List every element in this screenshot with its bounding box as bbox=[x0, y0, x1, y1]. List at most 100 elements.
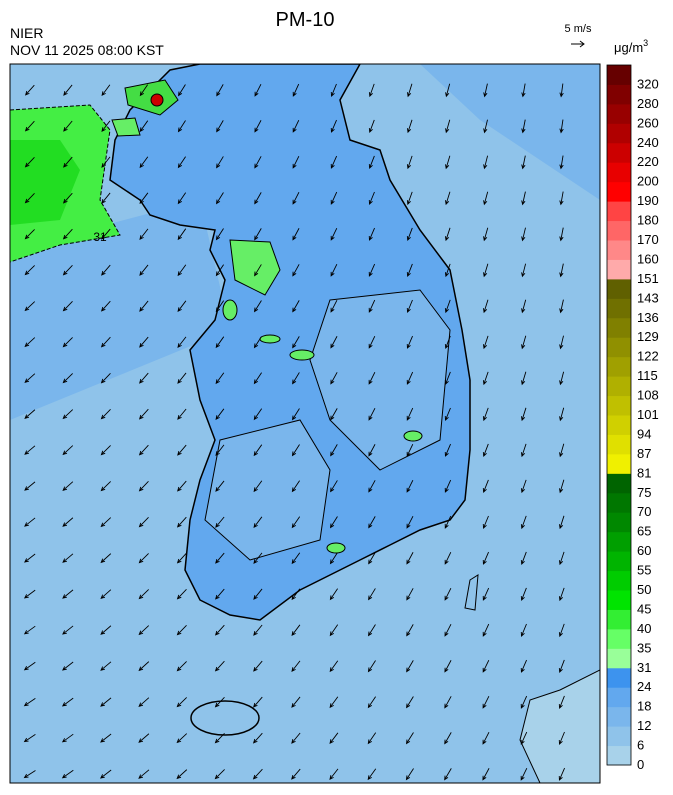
wind-arrow bbox=[444, 660, 452, 673]
map: 31 bbox=[9, 63, 601, 784]
wind-arrow bbox=[558, 695, 565, 709]
wind-arrow bbox=[291, 660, 301, 672]
wind-arrow bbox=[24, 120, 35, 132]
colorbar-tick-label: 70 bbox=[637, 504, 651, 519]
wind-arrow bbox=[62, 553, 74, 563]
jeju bbox=[190, 700, 260, 736]
wind-arrow bbox=[138, 625, 150, 636]
colorbar-tick-label: 200 bbox=[637, 174, 659, 189]
wind-arrow bbox=[483, 299, 489, 314]
wind-arrow bbox=[62, 661, 74, 671]
wind-arrow bbox=[329, 588, 338, 601]
wind-arrow bbox=[521, 119, 526, 134]
wind-arrow bbox=[368, 119, 375, 134]
wind-arrow bbox=[559, 515, 565, 530]
wind-arrow bbox=[177, 372, 187, 384]
wind-arrow bbox=[216, 156, 224, 169]
wind-arrow bbox=[520, 479, 527, 494]
colorbar-segment bbox=[607, 240, 631, 260]
wind-arrow bbox=[24, 265, 35, 276]
wind-arrow bbox=[444, 407, 451, 421]
wind-arrow bbox=[176, 588, 187, 600]
wind-arrow bbox=[62, 445, 74, 456]
wind-arrow bbox=[177, 444, 187, 456]
wind-arrow bbox=[444, 263, 451, 278]
wind-arrow bbox=[368, 299, 376, 313]
colorbar-segment bbox=[607, 162, 631, 183]
wind-arrow bbox=[559, 335, 564, 350]
wind-arrow bbox=[177, 228, 187, 241]
colorbar-tick-label: 81 bbox=[637, 465, 651, 480]
colorbar: 0 6 12 18 24 31 35 40 45 50 55 60 65 70 75 81 87 94 101 108… bbox=[606, 64, 659, 772]
colorbar-tick-label: 35 bbox=[637, 640, 651, 655]
wind-arrow bbox=[406, 552, 414, 565]
colorbar-tick-label: 260 bbox=[637, 115, 659, 130]
high-zone bbox=[259, 334, 281, 344]
wind-arrow bbox=[176, 661, 187, 672]
colorbar-segment bbox=[607, 453, 631, 474]
colorbar-tick-label: 55 bbox=[637, 563, 651, 578]
wind-arrow bbox=[559, 191, 564, 206]
wind-arrow bbox=[520, 767, 528, 781]
wind-arrow bbox=[63, 120, 73, 132]
wind-arrow bbox=[521, 191, 526, 206]
colorbar-tick-label: 151 bbox=[637, 271, 659, 286]
wind-arrow bbox=[558, 767, 565, 781]
wind-arrow bbox=[520, 731, 528, 745]
wind-arrow bbox=[368, 335, 376, 349]
wind-arrow bbox=[558, 551, 565, 566]
wind-arrow bbox=[444, 371, 451, 386]
wind-arrow bbox=[368, 227, 375, 241]
wind-arrow bbox=[445, 155, 451, 170]
wind-arrow bbox=[24, 481, 36, 491]
province bbox=[309, 289, 451, 471]
wind-arrow bbox=[520, 587, 527, 602]
contour-label: 31 bbox=[93, 230, 107, 244]
wind-arrow bbox=[406, 119, 413, 134]
wind-arrow bbox=[444, 227, 451, 242]
wind-arrow bbox=[330, 408, 338, 421]
wind-arrow bbox=[405, 732, 414, 745]
colorbar-tick-label: 160 bbox=[637, 251, 659, 266]
wind-arrow bbox=[559, 407, 565, 422]
wind-arrow bbox=[100, 553, 112, 564]
wind-arrow bbox=[100, 697, 112, 707]
wind-arrow bbox=[406, 191, 413, 206]
colorbar-segment bbox=[607, 298, 631, 319]
colorbar-frame bbox=[606, 64, 632, 766]
colorbar-tick-label: 87 bbox=[637, 446, 651, 461]
colorbar-segment bbox=[607, 278, 631, 299]
colorbar-segment bbox=[607, 65, 631, 85]
wind-arrow bbox=[24, 517, 36, 527]
wind-arrow bbox=[291, 480, 300, 493]
wind-arrow bbox=[291, 768, 301, 780]
wind-arrow bbox=[139, 156, 149, 169]
colorbar-tick-label: 143 bbox=[637, 290, 659, 305]
wind-arrow bbox=[329, 696, 339, 709]
wind-arrow bbox=[139, 120, 149, 133]
colorbar-segment bbox=[607, 628, 631, 649]
wind-arrow bbox=[368, 408, 376, 421]
wind-arrow bbox=[253, 516, 263, 529]
wind-arrow bbox=[330, 191, 338, 205]
wind-arrow bbox=[520, 515, 527, 530]
colorbar-segment bbox=[607, 492, 631, 513]
wind-arrow bbox=[292, 372, 300, 385]
wind-arrow bbox=[176, 697, 187, 708]
wind-arrow bbox=[139, 336, 149, 348]
wind-arrow bbox=[139, 264, 149, 276]
wind-arrow bbox=[368, 516, 376, 529]
wind-arrow bbox=[100, 336, 111, 348]
wind-arrow bbox=[330, 227, 338, 241]
wind-arrow bbox=[368, 263, 376, 277]
colorbar-tick-label: 180 bbox=[637, 213, 659, 228]
wind-arrow bbox=[253, 444, 263, 457]
colorbar-segment bbox=[607, 123, 631, 144]
colorbar-segment bbox=[607, 317, 631, 338]
colorbar-tick-label: 220 bbox=[637, 154, 659, 169]
wind-arrow bbox=[215, 516, 225, 528]
wind-scale-arrow bbox=[571, 40, 585, 48]
colorbar-tick-label: 190 bbox=[637, 193, 659, 208]
colorbar-segment bbox=[607, 103, 631, 124]
